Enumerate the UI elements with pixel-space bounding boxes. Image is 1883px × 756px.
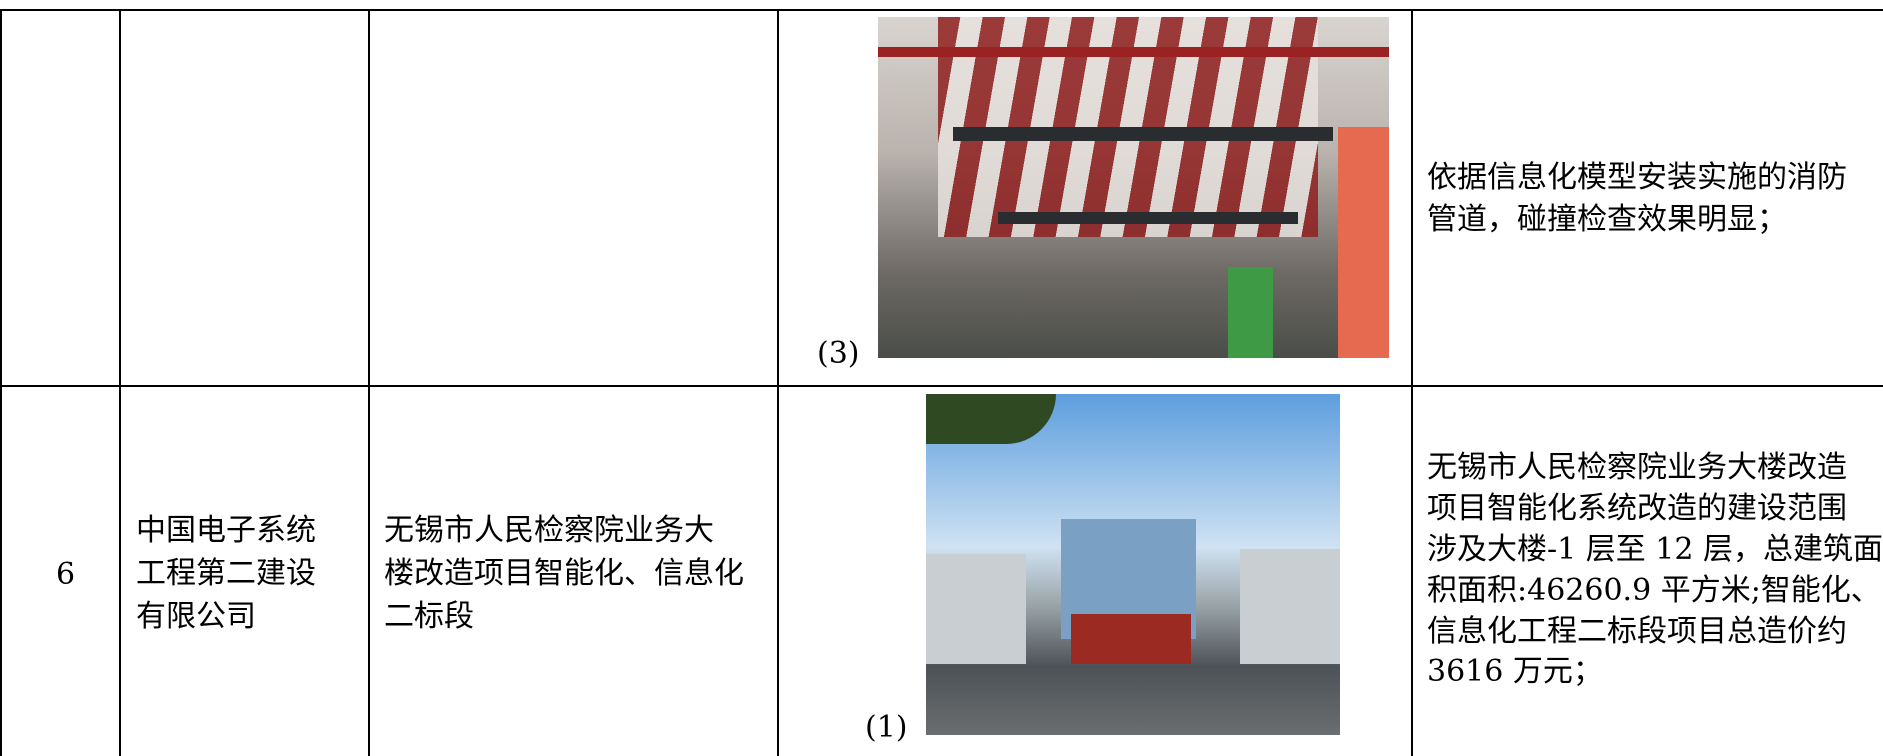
- column-border: [777, 10, 779, 756]
- description-line: 项目智能化系统改造的建设范围: [1427, 491, 1847, 526]
- project-line: 二标段: [384, 599, 474, 634]
- description-line: 积面积:46260.9 平方米;智能化、: [1427, 573, 1881, 608]
- row-number: 6: [56, 557, 76, 592]
- photo: [926, 394, 1340, 735]
- description-line: 信息化工程二标段项目总造价约: [1427, 614, 1847, 649]
- column-border: [1411, 10, 1413, 756]
- project-line: 无锡市人民检察院业务大: [384, 513, 714, 548]
- description-line: 3616 万元；: [1427, 654, 1603, 689]
- description-line: 无锡市人民检察院业务大楼改造: [1427, 450, 1847, 485]
- column-border: [119, 10, 121, 756]
- company-line: 有限公司: [136, 599, 256, 634]
- image-label: (1): [865, 710, 908, 745]
- image-label: (3): [817, 336, 860, 371]
- description-line: 依据信息化模型安装实施的消防: [1427, 160, 1847, 195]
- description-line: 管道，碰撞检查效果明显；: [1427, 202, 1787, 237]
- column-border: [0, 10, 2, 756]
- company-line: 工程第二建设: [136, 556, 316, 591]
- column-border: [368, 10, 370, 756]
- photo: [878, 17, 1389, 358]
- description-line: 涉及大楼-1 层至 12 层，总建筑面: [1427, 532, 1883, 567]
- table-border: [0, 9, 1883, 11]
- company-line: 中国电子系统: [136, 513, 316, 548]
- project-line: 楼改造项目智能化、信息化: [384, 556, 744, 591]
- row-border: [0, 385, 1883, 387]
